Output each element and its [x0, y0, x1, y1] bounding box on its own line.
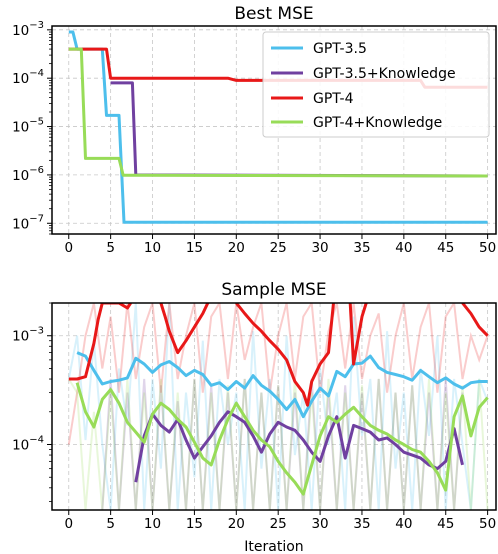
sample-mse-chart: Sample MSE 0 5 10 15 20 25 30 35 40 45 50 10−4 10−3…	[12, 280, 497, 554]
x-tick-label: 10	[144, 240, 161, 256]
x-tick-label: 30	[311, 516, 328, 532]
x-tick-label: 5	[106, 240, 115, 256]
x-tick-label: 15	[186, 240, 203, 256]
series-line	[75, 382, 489, 496]
x-tick-label: 20	[228, 516, 245, 532]
series-line	[76, 351, 488, 419]
series-raw-line	[67, 303, 489, 510]
best-mse-chart: Best MSE 0 5 10 15 20 25 30 35 40 45 50 10−7 10−6 10…	[12, 4, 497, 256]
x-tick-label: 50	[479, 240, 496, 256]
x-tick-label: 5	[106, 516, 115, 532]
series-line	[68, 303, 489, 407]
y-tick-label: 10−3	[12, 20, 44, 39]
x-tick-label: 40	[395, 516, 412, 532]
x-tick-label: 25	[270, 516, 287, 532]
series-line	[68, 47, 488, 178]
plot-frame	[51, 302, 497, 511]
y-tick-label: 10−7	[12, 213, 44, 232]
x-tick-label: 40	[395, 240, 412, 256]
legend-label: GPT-3.5	[313, 41, 367, 57]
x-tick-label: 20	[228, 240, 245, 256]
x-tick-label: 25	[270, 240, 287, 256]
chart-title: Best MSE	[234, 4, 313, 24]
series-line	[68, 30, 488, 224]
x-tick-label: 45	[437, 516, 454, 532]
chart-title: Sample MSE	[221, 280, 326, 300]
x-tick-label: 10	[144, 516, 161, 532]
x-tick-label: 30	[311, 240, 328, 256]
series-line	[134, 410, 464, 483]
legend-box	[262, 31, 490, 138]
x-tick-label: 0	[64, 240, 73, 256]
x-tick-label: 50	[479, 516, 496, 532]
y-tick-label: 10−4	[12, 435, 44, 454]
legend-label: GPT-4+Knowledge	[313, 115, 442, 131]
y-tick-label: 10−5	[12, 117, 44, 136]
x-tick-label: 15	[186, 516, 203, 532]
legend-label: GPT-3.5+Knowledge	[313, 66, 456, 82]
x-tick-label: 35	[353, 516, 370, 532]
y-tick-label: 10−3	[12, 326, 44, 345]
x-tick-label: 35	[353, 240, 370, 256]
x-axis-label: Iteration	[244, 539, 303, 554]
x-tick-label: 0	[64, 516, 73, 532]
y-tick-label: 10−6	[12, 165, 44, 184]
legend: GPT-3.5 GPT-3.5+Knowledge GPT-4 GPT-4+Kn…	[262, 31, 490, 138]
grid	[52, 303, 496, 510]
x-tick-label: 45	[437, 240, 454, 256]
y-tick-label: 10−4	[12, 68, 44, 87]
legend-label: GPT-4	[313, 91, 354, 107]
plot-frame	[51, 25, 497, 235]
